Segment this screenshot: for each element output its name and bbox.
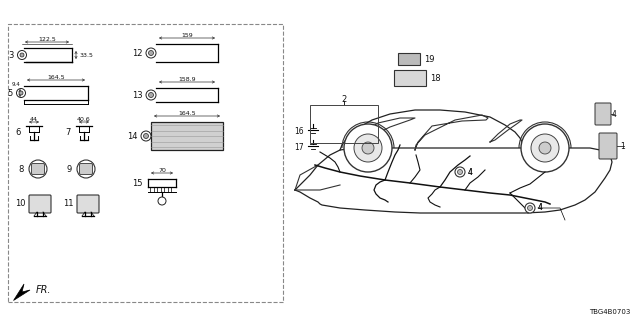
- Text: 158.9: 158.9: [178, 76, 196, 82]
- Text: 164.5: 164.5: [178, 110, 196, 116]
- Bar: [394, 70, 426, 86]
- Text: 122.5: 122.5: [38, 36, 56, 42]
- Text: FR.: FR.: [36, 285, 51, 295]
- FancyBboxPatch shape: [29, 195, 51, 213]
- Text: 3: 3: [8, 51, 14, 60]
- Text: 15: 15: [132, 179, 143, 188]
- FancyBboxPatch shape: [79, 164, 93, 174]
- Text: 4: 4: [468, 167, 473, 177]
- Text: 33.5: 33.5: [80, 52, 94, 58]
- Circle shape: [141, 131, 151, 141]
- Circle shape: [362, 142, 374, 154]
- Circle shape: [29, 160, 47, 178]
- Text: 9.4: 9.4: [12, 82, 20, 86]
- Text: 70: 70: [158, 167, 166, 172]
- Circle shape: [525, 203, 535, 213]
- Circle shape: [527, 205, 532, 211]
- FancyBboxPatch shape: [77, 195, 99, 213]
- Circle shape: [354, 134, 382, 162]
- Text: 4: 4: [538, 204, 543, 212]
- Polygon shape: [13, 284, 30, 300]
- Circle shape: [531, 134, 559, 162]
- Text: 5: 5: [8, 89, 13, 98]
- Text: 44: 44: [30, 116, 38, 122]
- Text: 4: 4: [538, 204, 543, 212]
- Circle shape: [17, 51, 26, 60]
- Circle shape: [19, 91, 23, 95]
- FancyBboxPatch shape: [595, 103, 611, 125]
- Text: 8: 8: [19, 164, 24, 173]
- Bar: [8, 24, 283, 302]
- Circle shape: [458, 170, 463, 174]
- Text: 13: 13: [132, 91, 143, 100]
- Circle shape: [539, 142, 551, 154]
- Text: 164.5: 164.5: [47, 75, 65, 79]
- Circle shape: [143, 133, 148, 139]
- Text: 40.6: 40.6: [77, 116, 91, 122]
- Circle shape: [158, 197, 166, 205]
- Text: 2: 2: [341, 94, 347, 103]
- Text: 1: 1: [620, 141, 625, 150]
- Text: 17: 17: [294, 142, 304, 151]
- Circle shape: [20, 53, 24, 57]
- Circle shape: [521, 124, 569, 172]
- Circle shape: [148, 51, 154, 55]
- Circle shape: [455, 167, 465, 177]
- Text: 16: 16: [294, 126, 304, 135]
- Circle shape: [344, 124, 392, 172]
- Text: 10: 10: [15, 199, 26, 209]
- Text: 14: 14: [127, 132, 138, 140]
- Text: 159: 159: [181, 33, 193, 37]
- Text: 4: 4: [612, 109, 617, 118]
- Text: 6: 6: [15, 127, 21, 137]
- Text: 9: 9: [67, 164, 72, 173]
- Bar: [151, 122, 223, 150]
- Circle shape: [146, 90, 156, 100]
- Circle shape: [146, 48, 156, 58]
- Text: 18: 18: [430, 74, 440, 83]
- Circle shape: [17, 89, 26, 98]
- Bar: [310, 105, 378, 143]
- Bar: [398, 53, 420, 65]
- Text: 4: 4: [468, 167, 473, 177]
- Text: 7: 7: [66, 127, 71, 137]
- Circle shape: [148, 92, 154, 98]
- Text: 11: 11: [63, 199, 74, 209]
- FancyBboxPatch shape: [31, 164, 45, 174]
- Text: 19: 19: [424, 54, 435, 63]
- Text: 12: 12: [132, 49, 143, 58]
- Text: TBG4B0703: TBG4B0703: [589, 309, 630, 315]
- Circle shape: [77, 160, 95, 178]
- FancyBboxPatch shape: [599, 133, 617, 159]
